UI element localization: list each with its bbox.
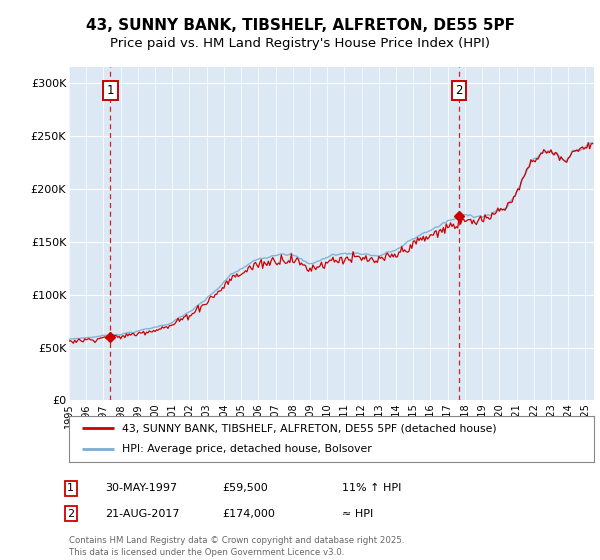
Text: £174,000: £174,000 bbox=[222, 508, 275, 519]
Text: Price paid vs. HM Land Registry's House Price Index (HPI): Price paid vs. HM Land Registry's House … bbox=[110, 36, 490, 50]
Text: 1: 1 bbox=[67, 483, 74, 493]
Text: HPI: Average price, detached house, Bolsover: HPI: Average price, detached house, Bols… bbox=[121, 445, 371, 455]
Text: 11% ↑ HPI: 11% ↑ HPI bbox=[342, 483, 401, 493]
Text: 21-AUG-2017: 21-AUG-2017 bbox=[105, 508, 179, 519]
Text: 1: 1 bbox=[107, 84, 114, 97]
Text: ≈ HPI: ≈ HPI bbox=[342, 508, 373, 519]
Text: 30-MAY-1997: 30-MAY-1997 bbox=[105, 483, 177, 493]
Text: 2: 2 bbox=[455, 84, 463, 97]
Text: 43, SUNNY BANK, TIBSHELF, ALFRETON, DE55 5PF: 43, SUNNY BANK, TIBSHELF, ALFRETON, DE55… bbox=[86, 18, 515, 32]
Text: 43, SUNNY BANK, TIBSHELF, ALFRETON, DE55 5PF (detached house): 43, SUNNY BANK, TIBSHELF, ALFRETON, DE55… bbox=[121, 423, 496, 433]
Text: 2: 2 bbox=[67, 508, 74, 519]
Text: £59,500: £59,500 bbox=[222, 483, 268, 493]
Text: Contains HM Land Registry data © Crown copyright and database right 2025.
This d: Contains HM Land Registry data © Crown c… bbox=[69, 536, 404, 557]
